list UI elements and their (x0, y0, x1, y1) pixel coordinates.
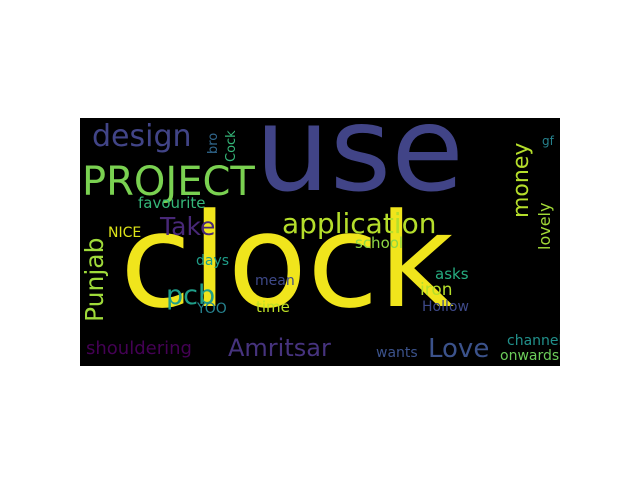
word-cloud-canvas: use clock PROJECT design application Tak… (80, 118, 560, 366)
word-channel: channel (507, 333, 560, 349)
word-cock: Cock (224, 130, 239, 162)
word-mean: mean (255, 273, 295, 289)
word-favourite: favourite (138, 194, 206, 212)
word-gf: gf (542, 134, 554, 148)
word-amritsar: Amritsar (228, 334, 331, 362)
word-project: PROJECT (82, 159, 255, 205)
word-days: days (196, 253, 230, 269)
word-design: design (92, 119, 192, 154)
word-school: school (355, 234, 404, 252)
word-bro: bro (206, 132, 221, 154)
word-asks: asks (435, 265, 469, 283)
word-take: Take (160, 212, 216, 241)
word-wants: wants (376, 345, 418, 361)
word-lovely: lovely (535, 202, 554, 250)
word-yoo: YOO (197, 301, 227, 317)
word-application: application (282, 207, 437, 240)
word-nice: NICE (108, 225, 142, 241)
word-iron: iron (420, 280, 453, 300)
word-use: use (255, 118, 464, 218)
word-money: money (509, 142, 534, 218)
word-shouldering: shouldering (86, 338, 192, 359)
word-punjab: Punjab (80, 237, 109, 322)
word-love: Love (428, 334, 490, 364)
word-hollow: Hollow (422, 299, 469, 315)
word-onwards: onwards (500, 348, 560, 364)
word-clock: clock (120, 185, 454, 337)
word-pcb: pcb (166, 280, 216, 311)
word-time: time (256, 298, 290, 316)
